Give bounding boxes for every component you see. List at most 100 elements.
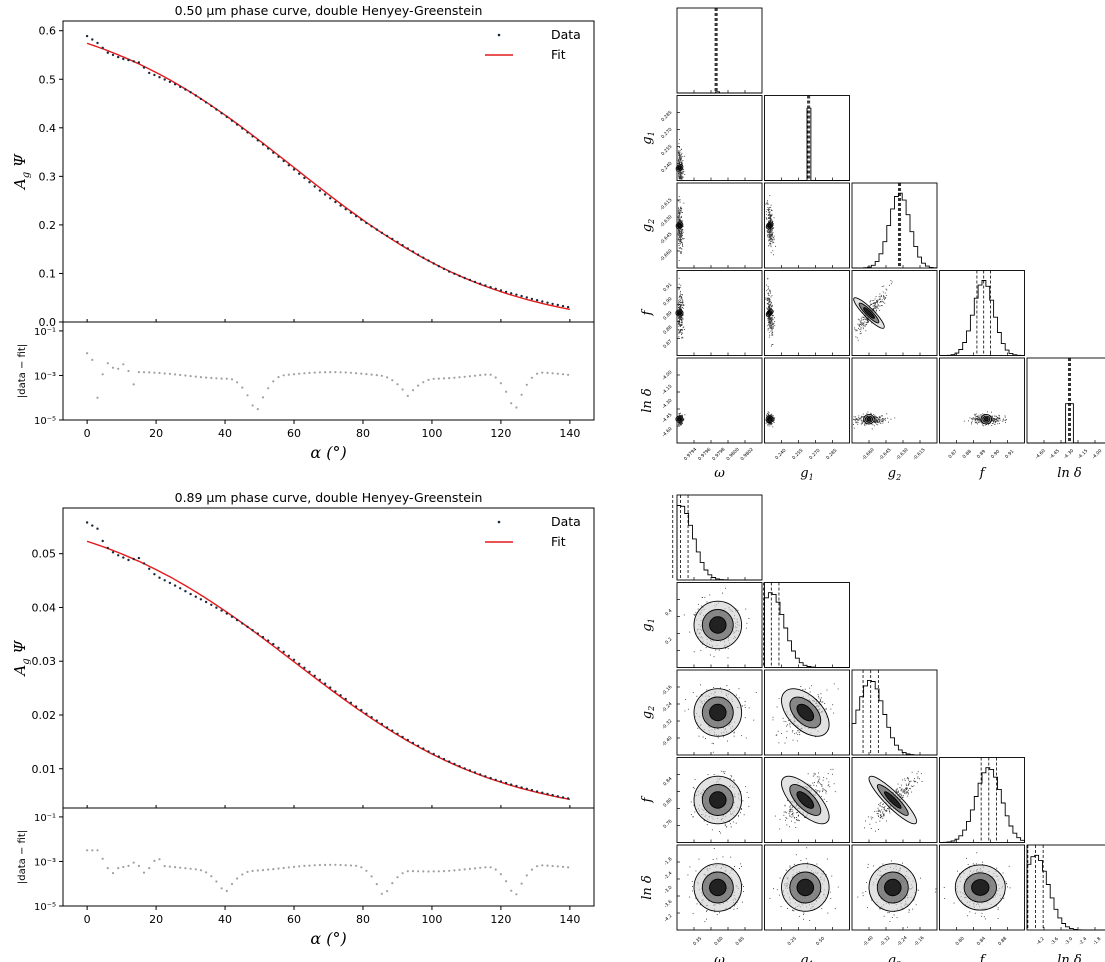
data-point: [468, 769, 472, 772]
scatter-dot: [907, 777, 909, 779]
scatter-dot: [878, 804, 880, 805]
data-point: [484, 284, 487, 287]
scatter-dot: [678, 424, 679, 426]
scatter-dot: [884, 302, 886, 304]
scatter-dot: [908, 789, 909, 791]
scatter-dot: [771, 239, 773, 241]
scatter-dot: [680, 178, 681, 180]
scatter-dot: [802, 689, 804, 691]
data-point: [303, 666, 306, 669]
residual-point: [349, 864, 352, 867]
residual-point: [303, 864, 306, 868]
data-point: [137, 61, 141, 64]
data-point: [323, 682, 327, 685]
scatter-dot: [863, 323, 865, 325]
scatter-dot: [884, 418, 886, 419]
scatter-dot: [896, 791, 898, 793]
scatter-dot: [721, 770, 723, 772]
data-point: [370, 716, 373, 719]
scatter-dot: [745, 627, 747, 629]
residual-point: [230, 378, 234, 381]
scatter-dot: [707, 774, 709, 776]
residual-point: [101, 373, 104, 376]
data-point: [349, 211, 353, 214]
scatter-dot: [790, 808, 792, 810]
data-point: [468, 278, 472, 282]
scatter-dot: [804, 817, 806, 818]
residual-point: [225, 889, 228, 893]
scatter-dot: [678, 302, 680, 304]
scatter-dot: [772, 236, 774, 238]
scatter-dot: [681, 317, 682, 318]
scatter-dot: [679, 308, 681, 310]
scatter-dot: [772, 232, 774, 233]
scatter-dot: [914, 778, 915, 780]
scatter-dot: [875, 418, 876, 420]
scatter-dot: [680, 326, 681, 327]
scatter-dot: [678, 151, 680, 153]
scatter-dot: [680, 171, 681, 173]
scatter-dot: [876, 813, 878, 815]
scatter-dot: [770, 241, 772, 242]
scatter-dot: [768, 302, 770, 304]
scatter-dot: [774, 325, 776, 327]
scatter-dot: [679, 209, 681, 211]
scatter-dot: [999, 415, 1000, 417]
scatter-dot: [880, 301, 881, 302]
residual-point: [137, 371, 140, 374]
data-point: [479, 282, 482, 285]
scatter-dot: [678, 161, 680, 162]
residual-point: [163, 372, 166, 375]
data-point: [354, 215, 358, 218]
scatter-dot: [899, 787, 901, 788]
scatter-dot: [977, 418, 979, 420]
scatter-dot: [883, 418, 885, 420]
scatter-dot: [977, 419, 979, 421]
scatter-dot: [881, 415, 882, 417]
scatter-dot: [988, 424, 990, 426]
scatter-dot: [683, 614, 685, 616]
residual-point: [261, 396, 265, 399]
scatter-dot: [770, 234, 771, 236]
scatter-dot: [766, 307, 768, 309]
scatter-dot: [718, 649, 720, 651]
scatter-dot: [869, 823, 871, 825]
corner-x-tick-label: -0.660: [861, 447, 876, 462]
scatter-dot: [874, 416, 875, 418]
scatter-dot: [818, 701, 820, 703]
scatter-dot: [769, 216, 771, 218]
scatter-dot: [681, 173, 683, 174]
residual-point: [473, 374, 477, 377]
scatter-dot: [772, 719, 774, 721]
x-tick-label: 40: [218, 427, 232, 440]
residual-point: [422, 870, 425, 873]
data-point: [401, 735, 404, 739]
scatter-dot: [680, 415, 682, 416]
scatter-dot: [679, 173, 681, 174]
scatter-dot: [682, 220, 684, 222]
scatter-dot: [733, 908, 735, 910]
data-point: [85, 34, 89, 38]
scatter-dot: [865, 322, 867, 324]
scatter-dot: [872, 305, 874, 307]
scatter-dot: [789, 806, 791, 808]
x-tick-label: 100: [421, 427, 442, 440]
x-tick-label: 0: [84, 427, 91, 440]
data-point: [199, 97, 203, 101]
scatter-dot: [717, 737, 719, 739]
data-point: [406, 738, 409, 742]
residual-point: [375, 374, 378, 377]
scatter-dot: [678, 172, 680, 174]
scatter-dot: [768, 425, 770, 427]
scatter-dot: [678, 244, 680, 246]
scatter-dot: [900, 793, 902, 795]
scatter-panel: [676, 582, 763, 668]
data-point: [561, 796, 565, 799]
data-point: [85, 521, 89, 524]
scatter-dot: [885, 811, 887, 812]
scatter-dot: [770, 317, 772, 319]
scatter-dot: [769, 326, 771, 328]
scatter-dot: [679, 155, 680, 157]
contour-level: [677, 311, 682, 315]
residual-point: [339, 863, 342, 867]
